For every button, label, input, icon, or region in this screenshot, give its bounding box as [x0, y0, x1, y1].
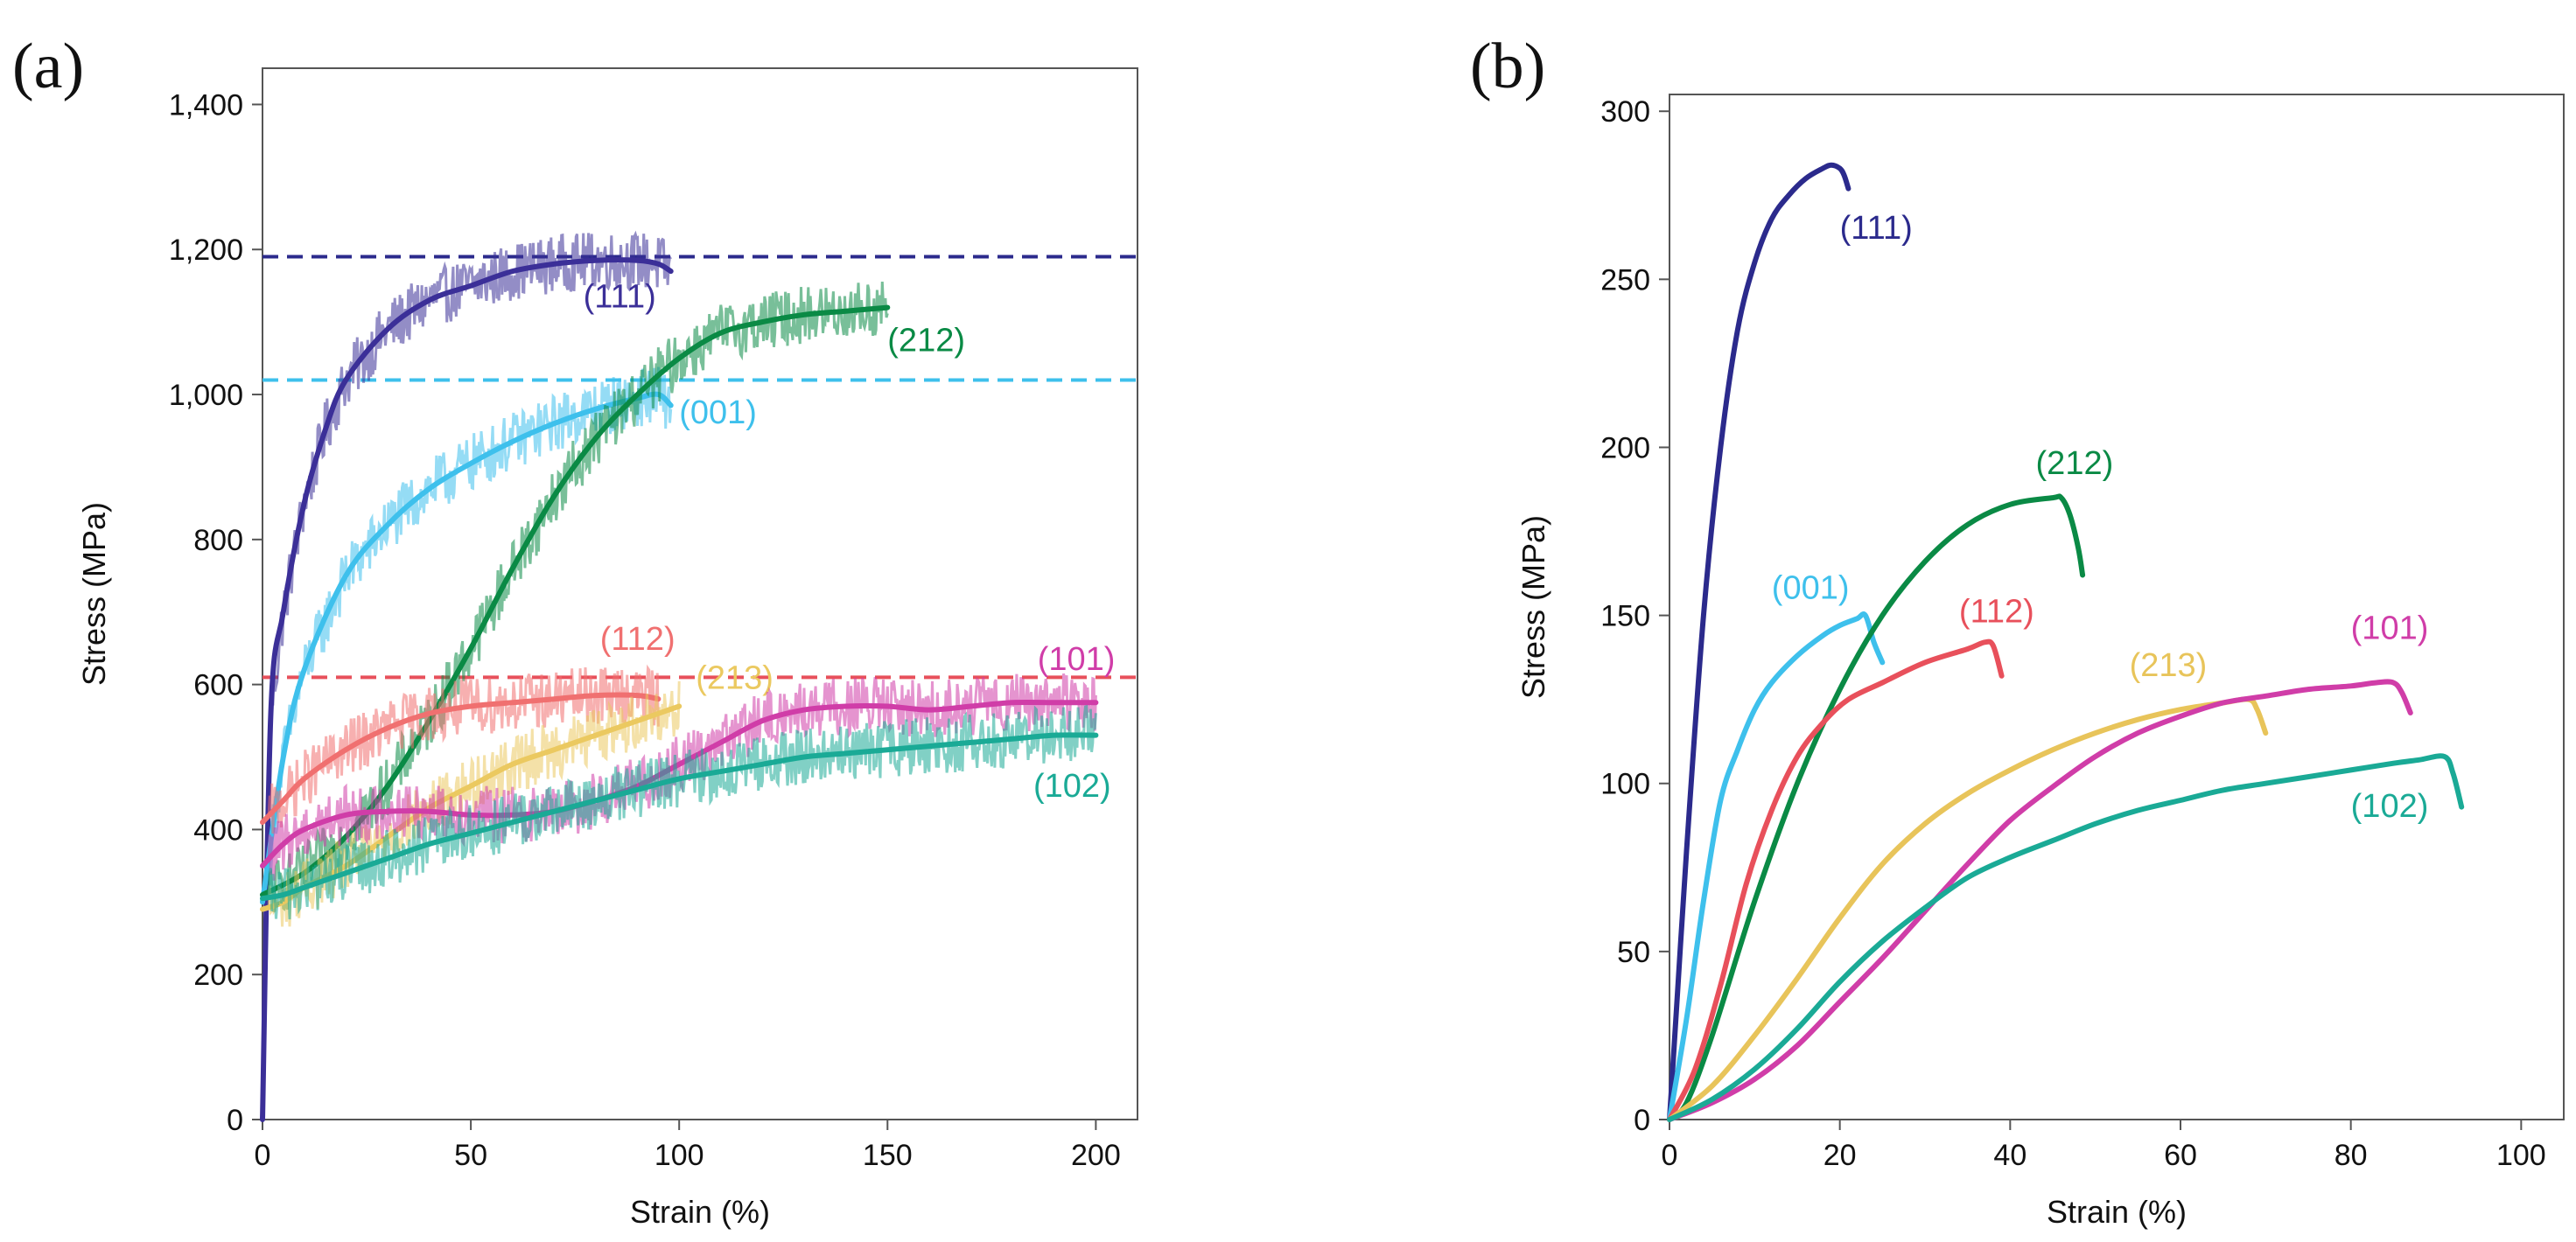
y-tick-label: 800: [193, 524, 243, 557]
y-tick-label: 400: [193, 813, 243, 847]
series-101: (101): [1667, 611, 2429, 1122]
y-tick-label: 100: [1600, 768, 1650, 801]
series-label: (111): [1840, 210, 1913, 247]
x-tick-label: 200: [1071, 1139, 1121, 1172]
y-tick-label: 0: [1634, 1104, 1650, 1137]
fit-line: [260, 732, 1099, 902]
series-label: (213): [696, 660, 774, 697]
fit-line: [1667, 696, 2269, 1122]
fit-line: [1667, 611, 1886, 1122]
x-tick-label: 80: [2334, 1139, 2368, 1172]
series-102: (102): [260, 704, 1111, 920]
panel-label: (a): [12, 31, 84, 102]
series-112: (112): [260, 621, 676, 834]
fit-line: [1667, 753, 2465, 1122]
series-label: (102): [1033, 768, 1111, 805]
series-label: (111): [584, 279, 656, 316]
y-tick-label: 1,000: [169, 379, 243, 412]
series-label: (001): [1772, 569, 1850, 606]
y-axis-label: Stress (MPa): [76, 502, 112, 686]
series-label: (213): [2130, 647, 2208, 684]
series-label: (212): [2036, 445, 2114, 482]
series-102: (102): [1667, 753, 2465, 1122]
series-212: (212): [260, 282, 965, 912]
y-axis-label: Stress (MPa): [1516, 515, 1551, 699]
fit-line: [260, 304, 891, 897]
x-tick-label: 100: [654, 1139, 704, 1172]
x-tick-label: 40: [1993, 1139, 2026, 1172]
x-tick-label: 0: [255, 1139, 271, 1172]
series-212: (212): [1667, 445, 2114, 1122]
y-tick-label: 300: [1600, 95, 1650, 129]
raw-trace: [262, 680, 681, 927]
series-111: (111): [260, 230, 674, 1122]
raw-trace: [261, 664, 660, 834]
x-tick-label: 150: [863, 1139, 913, 1172]
fit-line: [1667, 162, 1852, 1122]
raw-trace: [261, 673, 1097, 881]
x-tick-label: 20: [1824, 1139, 1857, 1172]
x-tick-label: 60: [2164, 1139, 2197, 1172]
series-213: (213): [260, 660, 774, 927]
raw-trace: [262, 704, 1097, 920]
fit-line: [260, 257, 674, 1122]
series-label: (112): [1959, 593, 2034, 630]
y-tick-label: 150: [1600, 600, 1650, 633]
series-label: (112): [600, 621, 676, 658]
series-111: (111): [1667, 162, 1913, 1122]
panel-label: (b): [1470, 31, 1545, 102]
x-tick-label: 100: [2496, 1139, 2546, 1172]
y-tick-label: 250: [1600, 263, 1650, 297]
series-label: (001): [679, 394, 757, 431]
fit-line: [1667, 638, 2005, 1122]
series-label: (101): [2351, 611, 2429, 647]
panel-b: (b) 0 20 40 60 80 100 0 50 100 150 200 250 300 Strain …: [1470, 31, 2565, 1230]
series-001: (001): [1667, 569, 1886, 1122]
y-tick-label: 1,400: [169, 88, 243, 122]
x-tick-label: 0: [1662, 1139, 1678, 1172]
x-axis-label: Strain (%): [2047, 1194, 2187, 1230]
series-label: (102): [2351, 788, 2429, 825]
series-112: (112): [1667, 593, 2034, 1122]
plot-frame: [262, 67, 1138, 1120]
fit-line: [1667, 679, 2413, 1122]
plot-frame: [1669, 94, 2565, 1120]
y-tick-label: 0: [227, 1104, 243, 1137]
y-tick-label: 50: [1617, 936, 1650, 969]
fit-line: [1667, 493, 2086, 1122]
y-tick-label: 200: [1600, 431, 1650, 464]
x-axis-label: Strain (%): [630, 1194, 770, 1230]
fit-line: [260, 692, 662, 826]
panel-a: (a) 0 50 100 150 200 0 200 400 600 800 1,000 1,200 1,…: [12, 31, 1138, 1230]
y-tick-label: 600: [193, 669, 243, 702]
y-tick-label: 200: [193, 959, 243, 992]
y-tick-label: 1,200: [169, 234, 243, 267]
x-tick-label: 50: [454, 1139, 487, 1172]
series-label: (101): [1038, 641, 1116, 678]
series-label: (212): [887, 322, 965, 359]
